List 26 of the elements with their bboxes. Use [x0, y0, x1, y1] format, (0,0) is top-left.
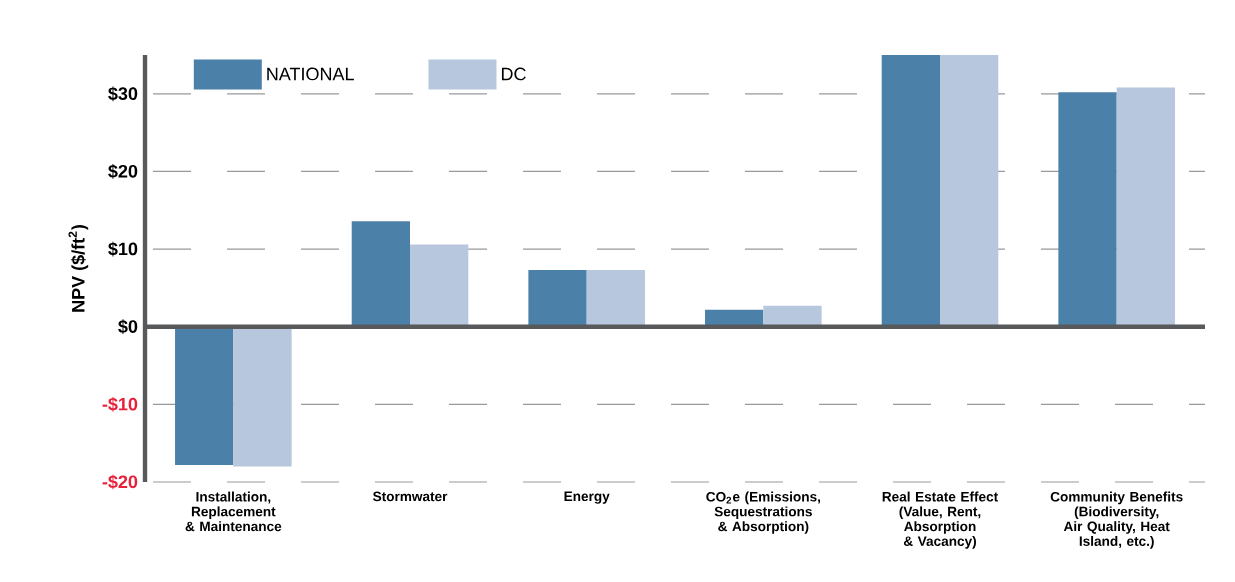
y-tick-label: $0: [118, 319, 138, 335]
bar: [1116, 87, 1175, 327]
bar: [233, 326, 292, 467]
y-tick-label: $10: [108, 241, 138, 257]
x-tick-label: CO$_{2}$e (Emissions, Sequestrations & Absorption): [706, 491, 820, 534]
y-axis-title: NPV ($/ft$^{2}$): [68, 225, 89, 312]
y-tick-label: -$20: [102, 474, 138, 490]
bar: [586, 270, 645, 327]
bar: [528, 270, 587, 327]
x-tick-label: Stormwater: [373, 491, 448, 502]
x-tick-label: Real Estate Effect (Value, Rent, Absorption & Vacancy): [882, 491, 999, 549]
y-tick-label: -$10: [102, 397, 138, 412]
y-tick-label: $20: [108, 164, 138, 179]
legend-label: DC: [501, 67, 526, 81]
bar: [940, 55, 999, 327]
bar: [175, 326, 234, 465]
y-tick-label: $30: [108, 86, 138, 102]
bar: [351, 221, 411, 327]
legend-label: NATIONAL: [267, 67, 354, 81]
bar: [881, 55, 941, 327]
bar: [763, 305, 822, 327]
x-tick-label: Community Benefits (Biodiversity, Air Quality, Heat Island, etc.): [1050, 491, 1183, 549]
x-tick-label: Installation, Replacement & Maintenance: [185, 491, 282, 532]
bar: [1058, 92, 1117, 327]
bar: [410, 244, 469, 327]
x-tick-label: Energy: [564, 491, 610, 504]
